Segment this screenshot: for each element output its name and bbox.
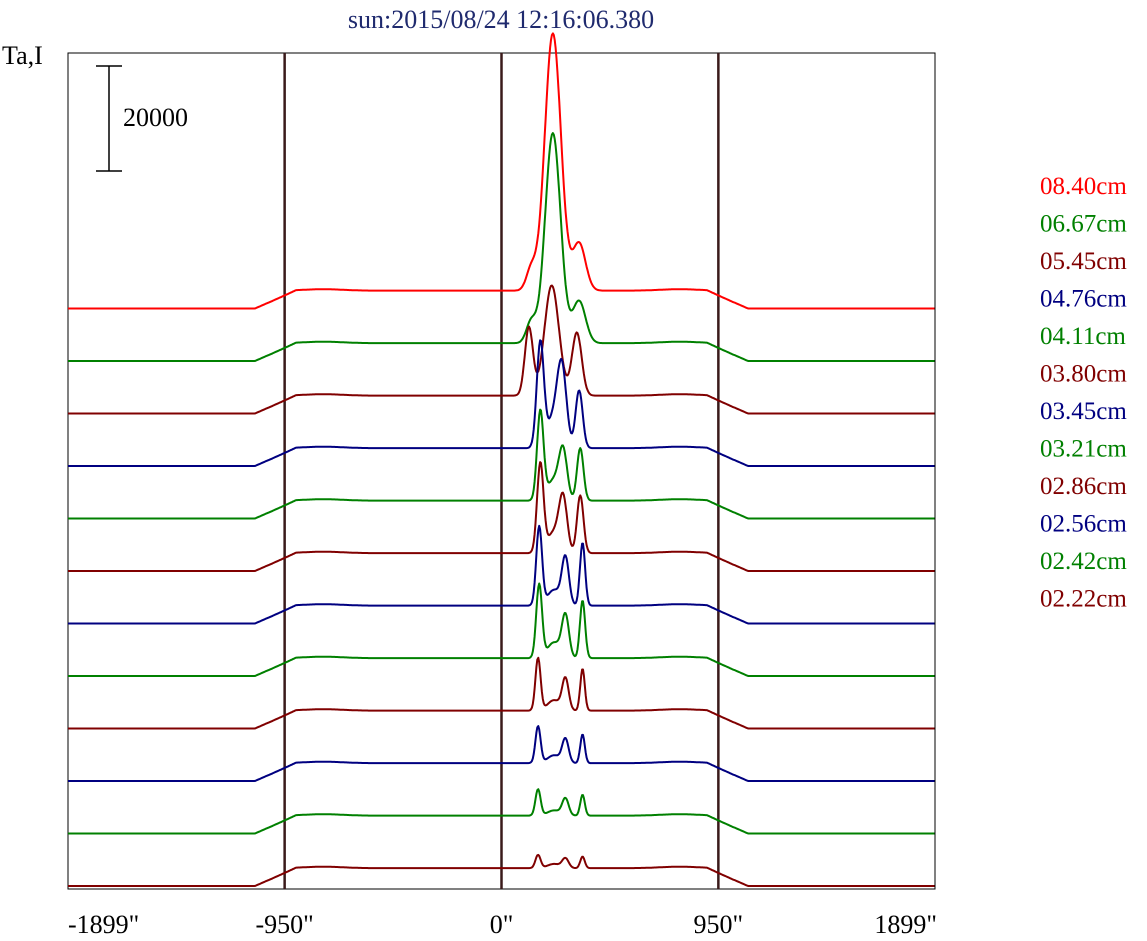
x-tick-label-3: 950" [694, 910, 744, 939]
x-tick-label-0: -1899" [68, 910, 139, 939]
series-line-0 [67, 32, 935, 310]
legend-entry-0: 08.40cm [1040, 173, 1127, 200]
series-line-4 [67, 408, 935, 520]
legend-entry-11: 02.22cm [1040, 586, 1127, 613]
series-line-9 [67, 725, 935, 782]
x-tick-labels: -1899" -950" 0" 950" 1899" [68, 910, 937, 939]
series-line-3 [67, 339, 935, 467]
legend-entry-9: 02.56cm [1040, 511, 1127, 538]
x-tick-label-2: 0" [490, 910, 514, 939]
scale-bar: 20000 [96, 65, 188, 172]
legend-entry-7: 03.21cm [1040, 436, 1127, 463]
chart-title: sun:2015/08/24 12:16:06.380 [348, 5, 654, 34]
scale-bar-label: 20000 [123, 103, 188, 132]
legend-entry-2: 05.45cm [1040, 248, 1127, 275]
x-tick-label-1: -950" [255, 910, 313, 939]
legend-entry-8: 02.86cm [1040, 473, 1127, 500]
legend: 08.40cm 06.67cm 05.45cm 04.76cm 04.11cm 03.80… [1040, 173, 1127, 613]
y-axis-label: Ta,I [2, 41, 43, 70]
series-line-2 [67, 284, 935, 415]
series-line-8 [67, 656, 935, 730]
series-line-7 [67, 582, 935, 677]
legend-entry-5: 03.80cm [1040, 361, 1127, 388]
x-tick-label-4: 1899" [874, 910, 937, 939]
vertical-reference-lines [283, 53, 720, 889]
series-line-5 [67, 461, 935, 572]
series-line-11 [67, 853, 935, 887]
legend-entry-6: 03.45cm [1040, 398, 1127, 425]
legend-entry-4: 04.11cm [1040, 323, 1126, 350]
legend-entry-10: 02.42cm [1040, 548, 1127, 575]
series-line-1 [67, 132, 935, 362]
legend-entry-3: 04.76cm [1040, 286, 1127, 313]
series-line-6 [67, 524, 935, 625]
series-line-10 [67, 788, 935, 835]
legend-entry-1: 06.67cm [1040, 211, 1127, 238]
series-lines [67, 32, 935, 887]
